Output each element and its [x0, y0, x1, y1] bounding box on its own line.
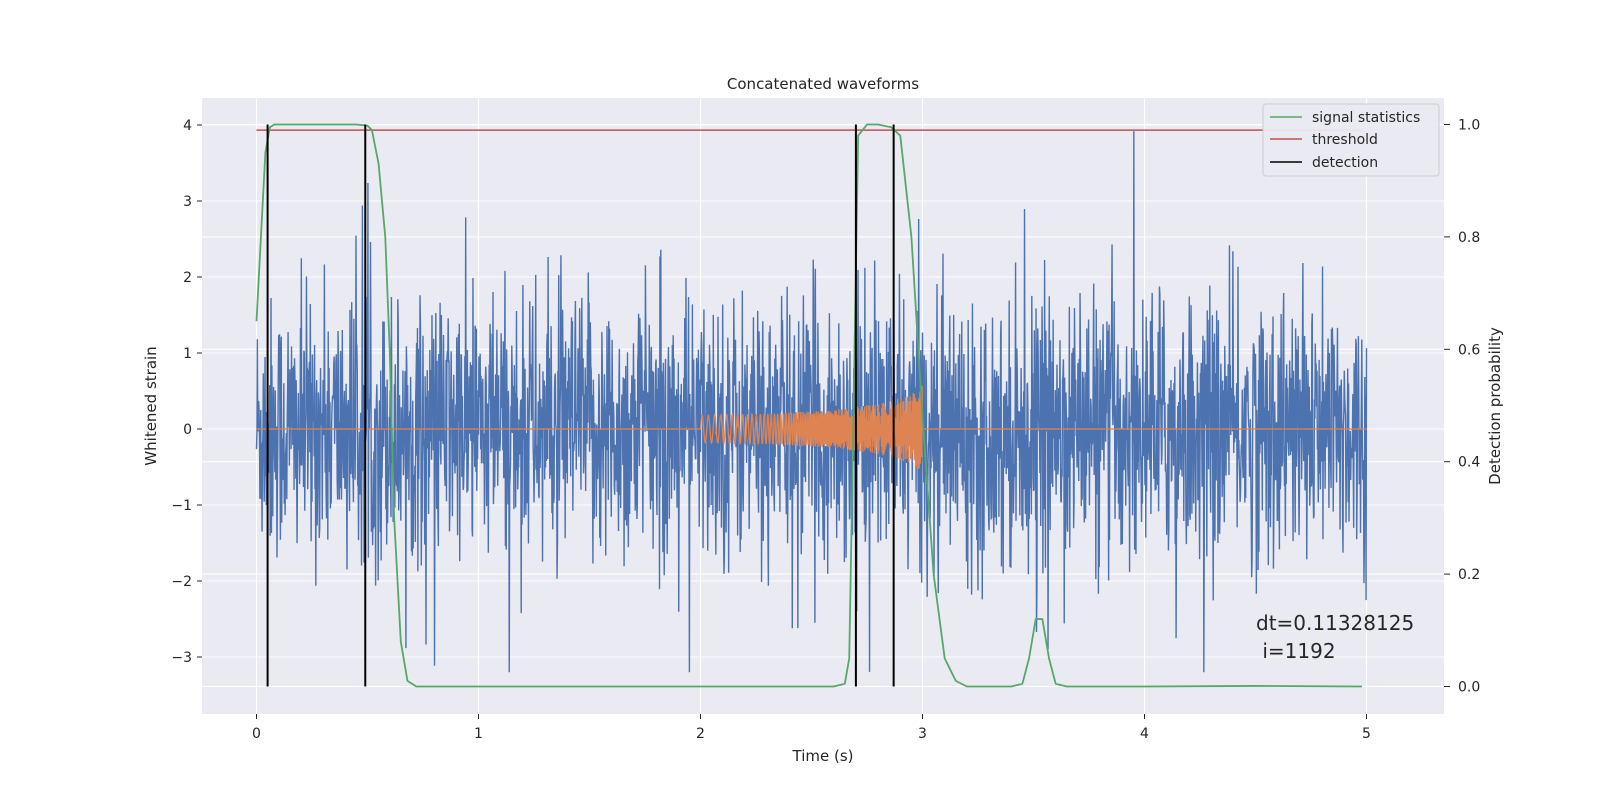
legend: signal statistics threshold detection — [1262, 103, 1440, 177]
y-tick-label: 2 — [183, 270, 192, 286]
legend-label-signal-statistics: signal statistics — [1312, 110, 1420, 126]
x-axis-label: Time (s) — [792, 747, 854, 765]
y-tick-label: 4 — [183, 118, 192, 134]
x-tick-label: 2 — [696, 726, 705, 742]
y2-tick-label: 0.8 — [1458, 230, 1480, 246]
y2-tick-label: 0.2 — [1458, 567, 1480, 583]
x-tick-label: 5 — [1362, 726, 1371, 742]
x-tick-label: 3 — [918, 726, 927, 742]
chart-title: Concatenated waveforms — [727, 75, 919, 93]
y-tick-label: 0 — [183, 422, 192, 438]
y2-tick-label: 0.6 — [1458, 342, 1480, 358]
y-tick-label: −2 — [171, 574, 192, 590]
series-line-chirp — [256, 385, 1367, 469]
y2-tick-label: 0.0 — [1458, 680, 1480, 696]
y-tick-label: 1 — [183, 346, 192, 362]
y-tick-label: 3 — [183, 194, 192, 210]
y-tick-label: −1 — [171, 498, 192, 514]
data-layer — [255, 123, 1368, 688]
y2-axis-label: Detection probability — [1486, 327, 1504, 485]
y2-tick-label: 1.0 — [1458, 118, 1480, 134]
y2-tick-label: 0.4 — [1458, 455, 1480, 471]
legend-label-detection: detection — [1312, 155, 1378, 171]
y-axis-label: Whitened strain — [142, 346, 160, 465]
annotation-i: i=1192 — [1256, 639, 1336, 663]
legend-label-threshold: threshold — [1312, 132, 1378, 148]
x-tick-label: 0 — [252, 726, 261, 742]
legend-box — [1262, 103, 1440, 177]
annotation-dt: dt=0.11328125 — [1256, 611, 1414, 635]
ticks: 0 1 2 3 4 5 −3 −2 −1 0 1 2 3 4 0.0 0.2 0.4 0.6 0.8 1.0 — [171, 118, 1480, 743]
x-tick-label: 1 — [474, 726, 483, 742]
y-tick-label: −3 — [171, 650, 192, 666]
x-tick-label: 4 — [1140, 726, 1149, 742]
